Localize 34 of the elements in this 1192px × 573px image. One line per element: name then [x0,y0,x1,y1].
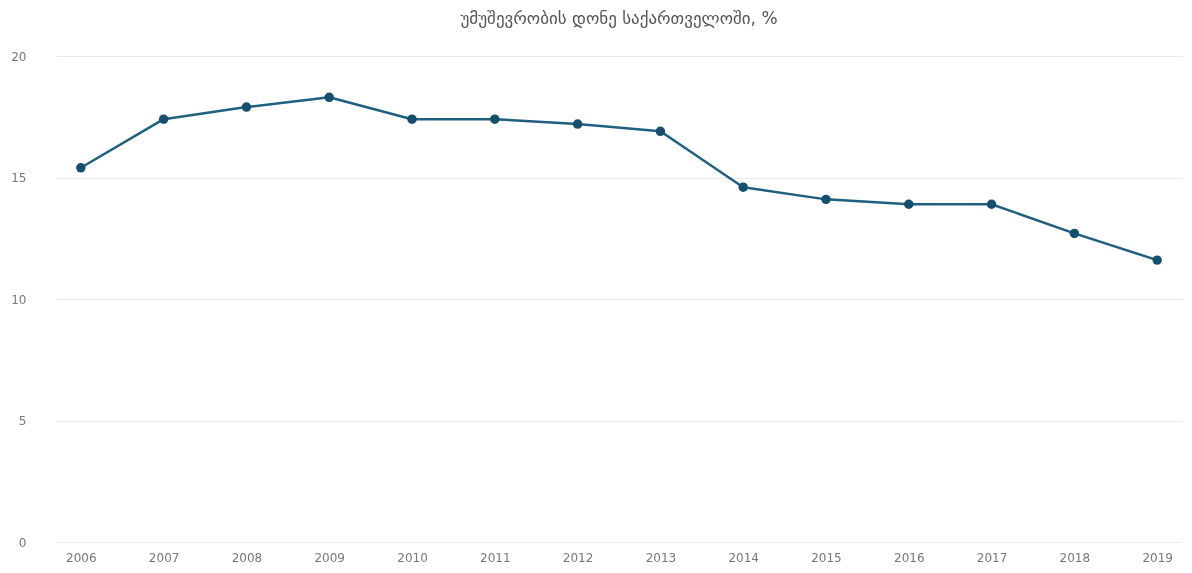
x-tick-label: 2008 [231,550,263,565]
x-tick-label: 2015 [811,550,842,565]
y-tick-label: 20 [11,49,27,64]
x-tick-label: 2011 [480,550,511,565]
point [241,102,252,112]
y-tick-label: 10 [11,292,27,307]
x-tick-label: 2007 [148,550,180,565]
x-tick-label: 2009 [314,550,345,565]
x-tick-label: 2017 [976,550,1008,565]
point [1069,228,1080,239]
y-tick-label: 0 [18,535,27,550]
x-tick-label: 2006 [66,550,97,565]
x-tick-label: 2018 [1059,550,1091,565]
point [158,114,169,124]
point [324,92,334,103]
y-tick-label: 15 [11,171,27,185]
point [986,199,997,209]
y-tick-label: 5 [18,414,27,428]
point [76,163,86,173]
point [572,119,583,129]
x-tick-label: 2012 [562,550,594,565]
point [407,114,417,124]
point [1152,255,1162,265]
chart-title: უმუშევრობის დონე საქართველოში, % [460,8,778,28]
point [821,194,831,205]
x-tick-label: 2013 [645,550,677,565]
x-tick-label: 2014 [728,550,759,565]
point [738,182,748,192]
x-tick-label: 2016 [894,550,925,565]
point [655,126,666,137]
point [490,114,500,124]
x-tick-label: 2019 [1142,550,1173,565]
x-tick-label: 2010 [397,550,428,565]
point [904,199,914,209]
